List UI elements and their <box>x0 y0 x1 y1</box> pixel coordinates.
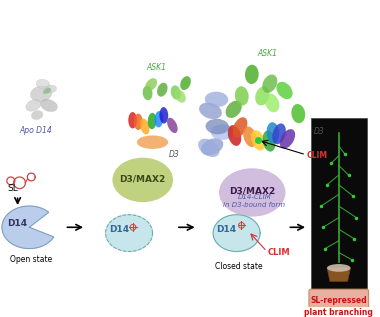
Ellipse shape <box>228 125 241 146</box>
Ellipse shape <box>198 139 220 157</box>
Text: D3: D3 <box>314 127 324 136</box>
Text: D14: D14 <box>8 219 28 228</box>
Ellipse shape <box>174 89 186 103</box>
Ellipse shape <box>226 101 242 118</box>
Ellipse shape <box>157 83 168 97</box>
Ellipse shape <box>32 111 43 120</box>
Text: Apo D14: Apo D14 <box>20 126 52 135</box>
Text: D3/MAX2: D3/MAX2 <box>120 174 166 184</box>
Text: ASK1: ASK1 <box>146 63 166 72</box>
Text: D14: D14 <box>216 225 236 234</box>
Ellipse shape <box>266 122 279 144</box>
FancyBboxPatch shape <box>311 118 367 289</box>
Ellipse shape <box>140 119 149 134</box>
Ellipse shape <box>206 119 229 134</box>
Ellipse shape <box>45 85 57 93</box>
Ellipse shape <box>159 107 168 124</box>
Ellipse shape <box>142 86 152 100</box>
Ellipse shape <box>205 92 228 107</box>
FancyBboxPatch shape <box>309 289 369 317</box>
Ellipse shape <box>128 112 137 128</box>
Ellipse shape <box>154 111 163 127</box>
Ellipse shape <box>201 138 223 155</box>
Ellipse shape <box>167 118 177 133</box>
Ellipse shape <box>263 131 276 152</box>
Ellipse shape <box>180 76 191 90</box>
Text: D3: D3 <box>169 150 179 159</box>
Ellipse shape <box>26 100 41 111</box>
Ellipse shape <box>272 123 286 144</box>
Text: CLIM: CLIM <box>307 151 328 160</box>
Ellipse shape <box>243 126 257 147</box>
Ellipse shape <box>251 130 265 151</box>
Ellipse shape <box>145 78 157 91</box>
Ellipse shape <box>233 117 247 137</box>
Ellipse shape <box>211 125 234 140</box>
Text: D14-CLIM
in D3-bound form: D14-CLIM in D3-bound form <box>223 194 285 208</box>
Ellipse shape <box>219 168 285 217</box>
Text: SL: SL <box>7 184 18 192</box>
Ellipse shape <box>171 85 181 100</box>
Ellipse shape <box>137 135 168 149</box>
Ellipse shape <box>36 79 50 89</box>
Ellipse shape <box>280 129 295 149</box>
Text: Closed state: Closed state <box>215 262 262 271</box>
Ellipse shape <box>235 86 249 106</box>
Text: CLIM: CLIM <box>268 248 291 257</box>
Ellipse shape <box>327 264 350 272</box>
Ellipse shape <box>262 74 277 93</box>
Ellipse shape <box>43 88 51 94</box>
Ellipse shape <box>265 94 279 112</box>
Text: Open state: Open state <box>10 255 52 264</box>
Ellipse shape <box>148 113 157 129</box>
Ellipse shape <box>40 99 57 112</box>
Ellipse shape <box>291 104 305 123</box>
Polygon shape <box>106 215 152 251</box>
Ellipse shape <box>276 82 293 99</box>
Ellipse shape <box>245 65 259 84</box>
Polygon shape <box>213 215 260 251</box>
Text: SL-repressed
plant branching: SL-repressed plant branching <box>304 296 373 317</box>
Ellipse shape <box>30 86 52 102</box>
Text: ASK1: ASK1 <box>257 49 277 58</box>
Ellipse shape <box>199 103 222 119</box>
Ellipse shape <box>112 158 173 202</box>
Text: D3/MAX2: D3/MAX2 <box>229 186 276 195</box>
Text: D14: D14 <box>109 225 129 234</box>
Polygon shape <box>2 206 54 249</box>
Ellipse shape <box>255 87 269 106</box>
Ellipse shape <box>134 113 142 130</box>
Polygon shape <box>327 268 350 281</box>
